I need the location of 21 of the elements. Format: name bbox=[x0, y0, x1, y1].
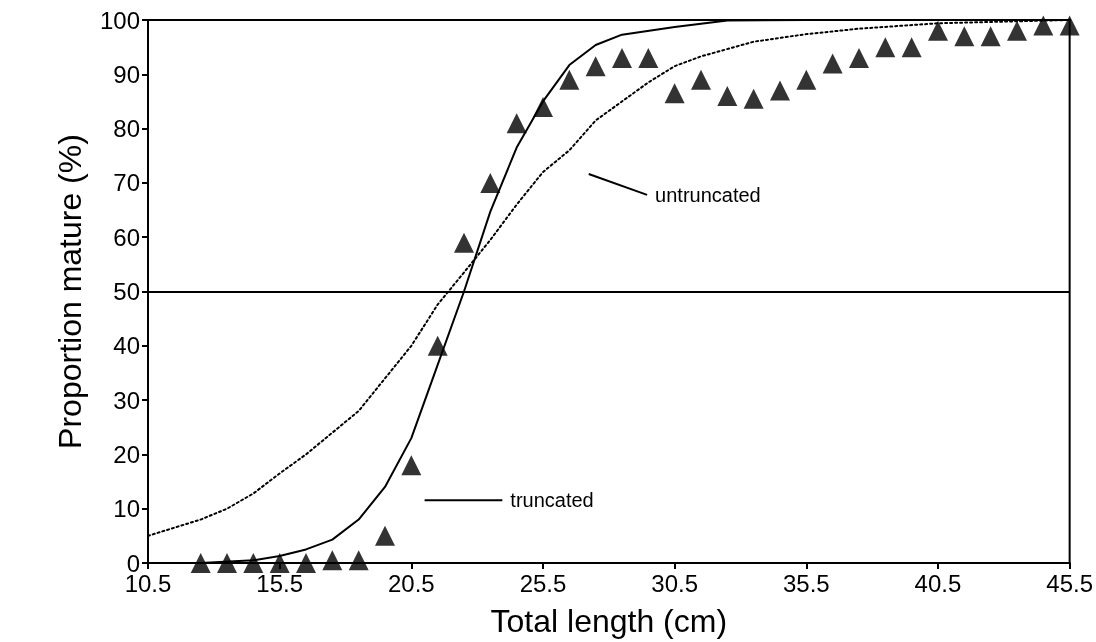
y-tick-label: 60 bbox=[113, 223, 140, 251]
y-tick-label: 50 bbox=[113, 278, 140, 305]
x-tick-label: 15.5 bbox=[256, 569, 304, 597]
y-tick-label: 100 bbox=[99, 6, 140, 34]
y-tick-label: 20 bbox=[113, 440, 140, 468]
x-axis-title: Total length (cm) bbox=[490, 603, 728, 639]
y-tick-label: 70 bbox=[113, 169, 140, 197]
x-tick-label: 25.5 bbox=[519, 569, 567, 597]
y-tick-label: 30 bbox=[113, 386, 140, 414]
y-axis-title: Proportion mature (%) bbox=[52, 134, 88, 449]
x-tick-label: 45.5 bbox=[1046, 569, 1093, 597]
x-tick-label: 40.5 bbox=[914, 569, 962, 597]
x-tick-label: 30.5 bbox=[651, 569, 699, 597]
x-tick-label: 35.5 bbox=[782, 569, 830, 597]
y-tick-label: 10 bbox=[113, 495, 140, 523]
annotation: truncated bbox=[510, 489, 594, 512]
annotation: untruncated bbox=[655, 183, 761, 206]
y-tick-label: 40 bbox=[113, 332, 140, 360]
y-tick-label: 90 bbox=[113, 60, 140, 88]
y-tick-label: 80 bbox=[113, 115, 140, 143]
x-tick-label: 20.5 bbox=[387, 569, 435, 597]
